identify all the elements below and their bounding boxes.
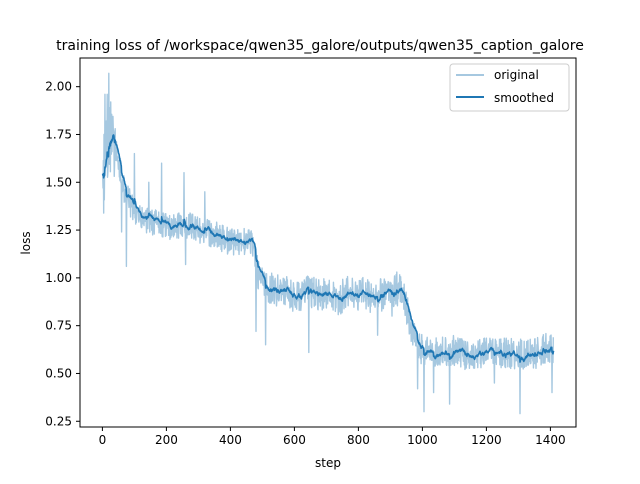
axes-frame <box>79 57 577 428</box>
x-axis-label: step <box>315 456 341 470</box>
y-tick-label: 2.00 <box>45 80 72 94</box>
legend: original smoothed <box>449 63 570 112</box>
series-line-smoothed <box>101 134 555 363</box>
x-tick-label: 1400 <box>535 433 566 447</box>
legend-label-smoothed: smoothed <box>494 91 554 105</box>
x-tick-label: 600 <box>283 433 306 447</box>
y-tick-label: 0.25 <box>45 414 72 428</box>
series-layer <box>101 72 555 415</box>
legend-label-original: original <box>494 68 539 82</box>
x-tick-label: 400 <box>219 433 242 447</box>
x-axis: 0 200 400 600 800 1000 1200 1400 <box>99 427 566 447</box>
x-tick-label: 1200 <box>471 433 502 447</box>
y-axis-label: loss <box>19 231 33 254</box>
x-tick-label: 200 <box>155 433 178 447</box>
x-tick-label: 800 <box>347 433 370 447</box>
x-tick-label: 1000 <box>407 433 438 447</box>
y-tick-label: 1.50 <box>45 175 72 189</box>
y-tick-label: 1.25 <box>45 223 72 237</box>
y-tick-label: 0.75 <box>45 319 72 333</box>
y-axis: 0.25 0.50 0.75 1.00 1.25 1.50 1.75 2.00 <box>45 80 80 428</box>
x-tick-label: 0 <box>99 433 107 447</box>
chart-title: training loss of /workspace/qwen35_galor… <box>56 38 584 54</box>
y-tick-label: 1.75 <box>45 127 72 141</box>
y-tick-label: 1.00 <box>45 271 72 285</box>
y-tick-label: 0.50 <box>45 366 72 380</box>
